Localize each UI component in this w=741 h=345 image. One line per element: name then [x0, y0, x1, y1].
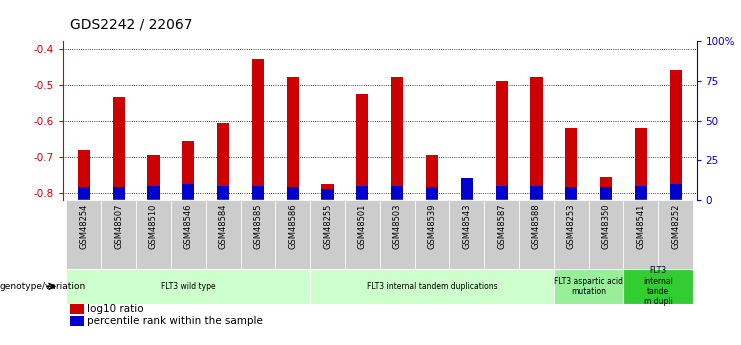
Text: log10 ratio: log10 ratio [87, 304, 143, 314]
Bar [623, 200, 658, 269]
Text: GSM48539: GSM48539 [428, 204, 436, 249]
Bar [426, 155, 438, 200]
Bar [70, 316, 84, 326]
Bar [658, 200, 693, 269]
Bar [113, 97, 124, 200]
Text: GSM48252: GSM48252 [671, 204, 680, 249]
Text: FLT3 wild type: FLT3 wild type [161, 282, 216, 291]
Bar [322, 184, 333, 200]
Bar [496, 186, 508, 200]
Text: GSM48503: GSM48503 [393, 204, 402, 249]
Bar [182, 184, 194, 200]
Text: GSM48254: GSM48254 [79, 204, 88, 249]
Bar [136, 200, 171, 269]
Bar [67, 200, 102, 269]
Text: FLT3
internal
tande
m dupli: FLT3 internal tande m dupli [643, 266, 673, 306]
Bar [147, 155, 159, 200]
Text: GSM48501: GSM48501 [358, 204, 367, 249]
Bar [391, 78, 403, 200]
Bar [206, 200, 241, 269]
Text: FLT3 aspartic acid
mutation: FLT3 aspartic acid mutation [554, 277, 623, 296]
Bar [356, 94, 368, 200]
Text: GSM48585: GSM48585 [253, 204, 262, 249]
Text: GDS2242 / 22067: GDS2242 / 22067 [70, 17, 193, 31]
Bar [78, 187, 90, 200]
Bar [287, 187, 299, 200]
Bar [565, 187, 577, 200]
Text: GSM48541: GSM48541 [637, 204, 645, 249]
Bar [310, 200, 345, 269]
Text: GSM48588: GSM48588 [532, 204, 541, 249]
Text: genotype/variation: genotype/variation [0, 282, 86, 291]
Bar [531, 78, 542, 200]
Bar [70, 304, 84, 314]
Bar [670, 184, 682, 200]
Bar [600, 177, 612, 200]
Bar [78, 150, 90, 200]
Text: GSM48584: GSM48584 [219, 204, 227, 249]
Bar [67, 269, 310, 304]
Bar [171, 200, 206, 269]
Text: percentile rank within the sample: percentile rank within the sample [87, 316, 262, 326]
Bar [554, 269, 623, 304]
Bar [147, 186, 159, 200]
Bar [461, 178, 473, 200]
Bar [379, 200, 414, 269]
Bar [102, 200, 136, 269]
Bar [356, 186, 368, 200]
Bar [182, 141, 194, 200]
Bar [287, 78, 299, 200]
Bar [414, 200, 449, 269]
Bar [276, 200, 310, 269]
Text: GSM48350: GSM48350 [602, 204, 611, 249]
Text: GSM48507: GSM48507 [114, 204, 123, 249]
Text: GSM48587: GSM48587 [497, 204, 506, 249]
Bar [496, 81, 508, 200]
Text: GSM48253: GSM48253 [567, 204, 576, 249]
Bar [345, 200, 379, 269]
Bar [461, 197, 473, 200]
Text: GSM48255: GSM48255 [323, 204, 332, 249]
Bar [449, 200, 484, 269]
Bar [531, 186, 542, 200]
Bar [635, 186, 647, 200]
Bar [554, 200, 588, 269]
Bar [588, 200, 623, 269]
Bar [635, 128, 647, 200]
Bar [565, 128, 577, 200]
Text: GSM48586: GSM48586 [288, 204, 297, 249]
Bar [519, 200, 554, 269]
Text: GSM48510: GSM48510 [149, 204, 158, 249]
Bar [310, 269, 554, 304]
Bar [600, 187, 612, 200]
Text: GSM48543: GSM48543 [462, 204, 471, 249]
Bar [391, 186, 403, 200]
Bar [623, 269, 693, 304]
Bar [322, 189, 333, 200]
Text: FLT3 internal tandem duplications: FLT3 internal tandem duplications [367, 282, 497, 291]
Bar [484, 200, 519, 269]
Bar [217, 122, 229, 200]
Bar [252, 186, 264, 200]
Bar [217, 186, 229, 200]
Bar [241, 200, 276, 269]
Bar [252, 59, 264, 200]
Bar [670, 70, 682, 200]
Text: GSM48546: GSM48546 [184, 204, 193, 249]
Bar [426, 187, 438, 200]
Bar [113, 187, 124, 200]
